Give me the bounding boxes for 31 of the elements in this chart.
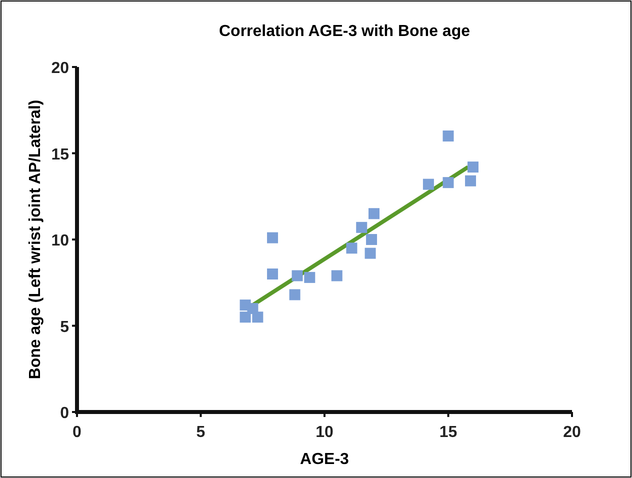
point [465, 175, 476, 186]
y-tick-label: 10 [51, 232, 70, 250]
point [292, 270, 303, 282]
x-tick-label: 0 [72, 424, 82, 441]
x-tick-label: 15 [439, 424, 458, 441]
y-tick-label: 0 [60, 405, 70, 422]
x-tick-label: 20 [563, 424, 581, 441]
point [331, 270, 342, 282]
chart-title: Correlation AGE-3 with Bone age [219, 23, 470, 40]
point [442, 177, 454, 188]
point [289, 289, 300, 300]
point [468, 162, 478, 173]
point [368, 208, 380, 220]
point [366, 234, 378, 245]
point [346, 242, 358, 254]
point [442, 130, 454, 142]
point [356, 222, 368, 233]
y-axis-title: Bone age (Left wrist joint AP/Lateral) [27, 100, 44, 380]
point [422, 178, 434, 190]
point [267, 268, 278, 280]
y-tick-label: 15 [51, 146, 70, 164]
point [267, 232, 278, 244]
y-tick-label: 5 [60, 318, 70, 336]
x-tick-label: 5 [196, 424, 206, 441]
point [304, 272, 316, 283]
x-axis-title: AGE-3 [300, 451, 350, 468]
point [364, 248, 376, 259]
x-tick-label: 10 [316, 424, 334, 441]
point [240, 312, 251, 323]
point [252, 312, 264, 323]
y-tick-label: 20 [51, 60, 70, 77]
